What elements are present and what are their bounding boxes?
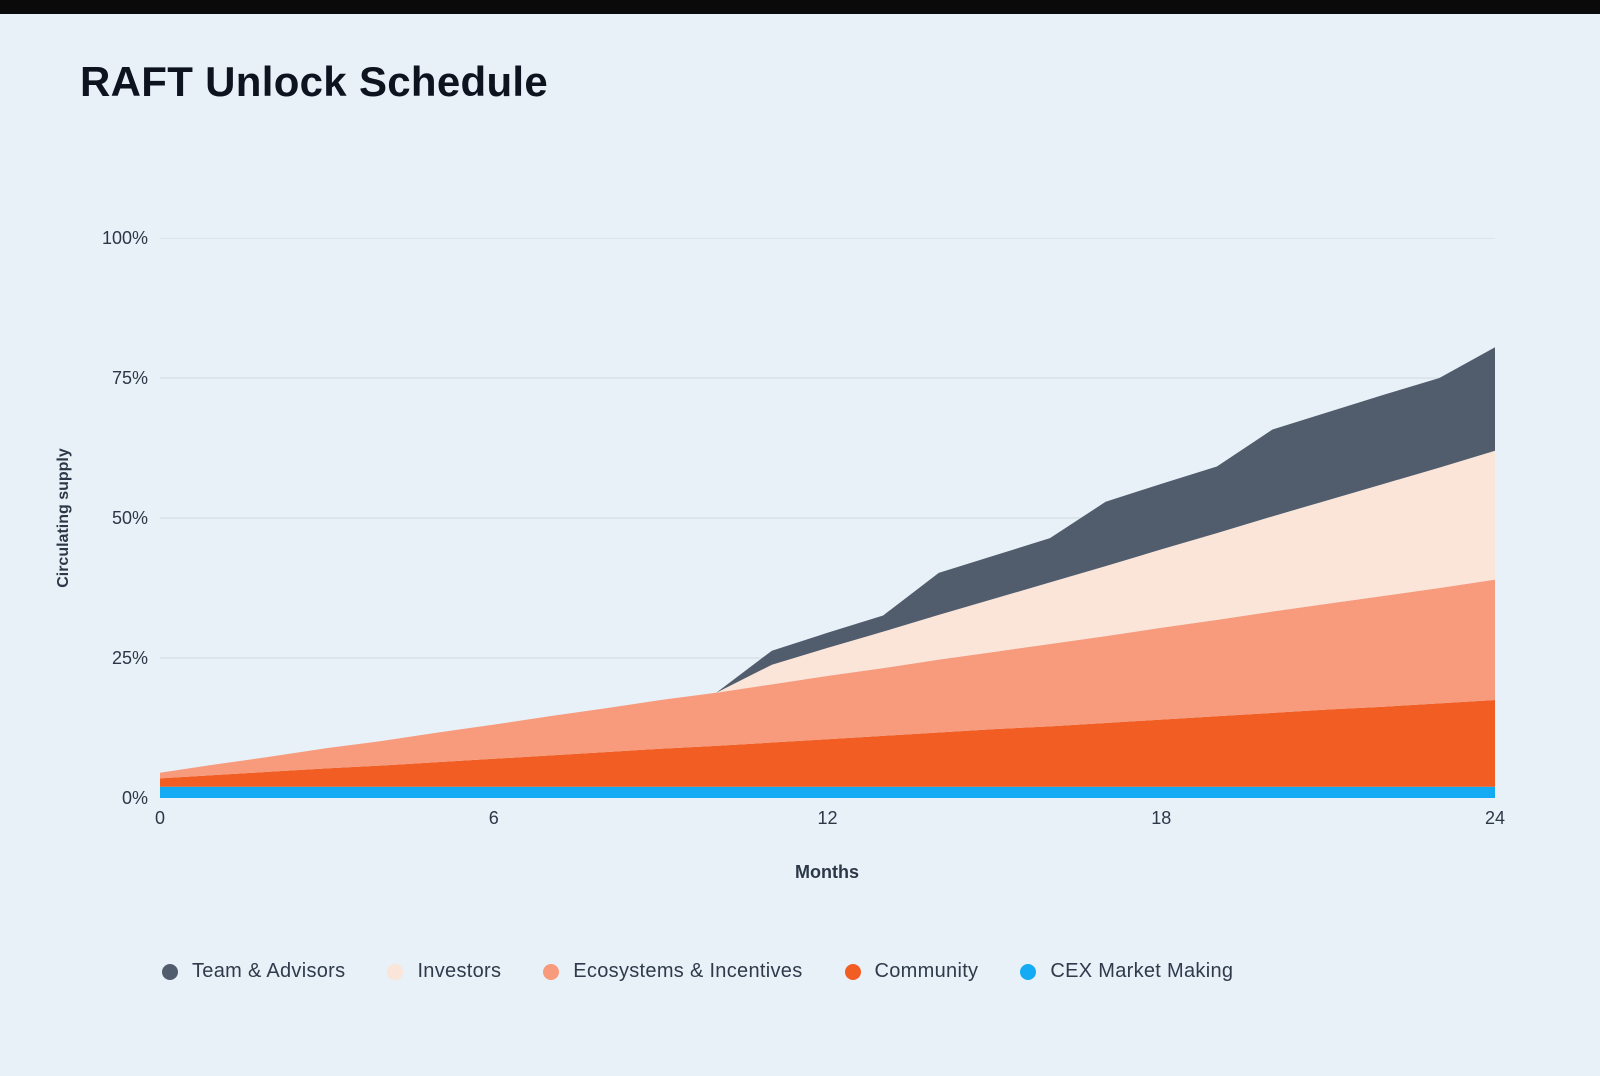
legend-item-cex: CEX Market Making — [1020, 960, 1233, 983]
x-tick-24: 24 — [1484, 808, 1506, 828]
stacked-area-svg — [160, 238, 1495, 798]
area-investors — [160, 450, 1495, 773]
chart-title: RAFT Unlock Schedule — [80, 58, 549, 105]
area-ecosystems — [160, 579, 1495, 779]
x-tick-0: 0 — [154, 808, 165, 828]
legend-dot-cex — [1020, 963, 1037, 980]
legend-label-community: Community — [874, 960, 979, 982]
legend-dot-investors — [387, 963, 404, 980]
x-tick-12: 12 — [817, 808, 838, 828]
area-cex — [160, 786, 1495, 798]
legend-label-ecosystems: Ecosystems & Incentives — [573, 960, 803, 982]
legend-label-team: Team & Advisors — [192, 960, 346, 982]
y-tick-25%: 25% — [111, 648, 148, 668]
legend-item-ecosystems: Ecosystems & Incentives — [543, 960, 802, 983]
legend-label-cex: CEX Market Making — [1050, 960, 1234, 982]
x-axis-title: Months — [795, 862, 859, 882]
legend-dot-ecosystems — [543, 963, 560, 980]
y-tick-0%: 0% — [121, 788, 148, 808]
y-tick-75%: 75% — [111, 368, 148, 388]
y-tick-100%: 100% — [101, 228, 148, 248]
legend: Team & Advisors Investors Ecosystems & Inc… — [162, 960, 1233, 983]
plot-area — [160, 238, 1495, 798]
x-tick-18: 18 — [1151, 808, 1172, 828]
legend-item-community: Community — [844, 960, 979, 983]
top-strip — [0, 0, 1600, 14]
x-tick-6: 6 — [488, 808, 499, 828]
legend-label-investors: Investors — [417, 960, 502, 982]
legend-item-team: Team & Advisors — [162, 960, 345, 983]
legend-dot-team — [162, 963, 178, 980]
area-community — [160, 700, 1495, 787]
y-tick-50%: 50% — [111, 508, 148, 528]
legend-item-investors: Investors — [387, 960, 501, 983]
legend-dot-community — [844, 963, 861, 980]
